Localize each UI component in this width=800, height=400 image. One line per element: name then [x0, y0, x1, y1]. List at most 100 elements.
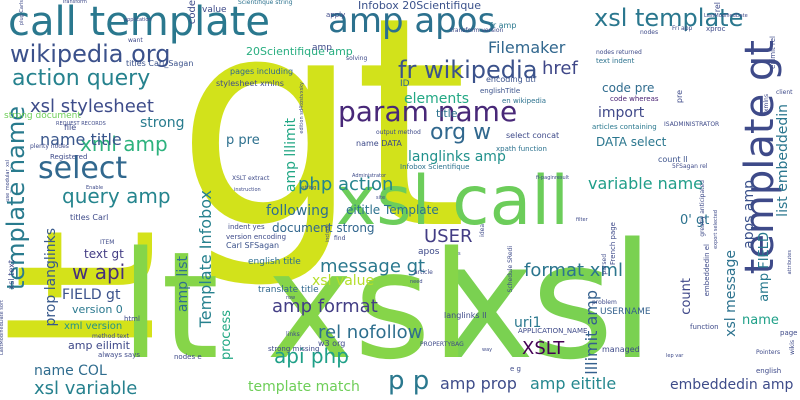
word: import — [598, 105, 645, 121]
word: code — [187, 0, 198, 25]
word: APPLICATION_NAME — [518, 327, 588, 335]
word: name title — [40, 130, 122, 149]
word: rel nofollow — [318, 322, 423, 343]
word: query amp — [62, 184, 171, 208]
word: translate title — [258, 285, 319, 295]
word: plug Carls — [19, 0, 25, 26]
word: strong document — [4, 111, 81, 121]
word: apos — [418, 247, 440, 257]
word: variable name — [588, 174, 704, 193]
word: english title — [248, 257, 301, 267]
word: xproc — [706, 25, 726, 33]
word: eilimit rel — [769, 36, 777, 69]
word: indent yes — [228, 223, 265, 231]
word: eititle Template — [346, 203, 439, 217]
word: p pre — [226, 133, 260, 148]
word: langlinks ll — [444, 311, 487, 320]
word: org w — [430, 120, 492, 145]
word: function — [690, 323, 719, 331]
word: amp eilimit — [68, 339, 130, 352]
word: articles containing — [592, 123, 657, 131]
word: xsl message — [723, 250, 739, 337]
word: template match — [248, 379, 360, 395]
word: page — [780, 329, 798, 337]
word: find — [334, 235, 346, 242]
word: Fri app — [672, 25, 693, 32]
word: xsl text — [7, 260, 16, 290]
word: href — [542, 58, 578, 79]
word: lep var — [666, 353, 684, 359]
word: encoding utf — [486, 75, 537, 84]
word: site — [376, 195, 386, 201]
word: version encoding — [226, 233, 287, 241]
word: e g — [510, 365, 521, 373]
word: process — [219, 310, 234, 360]
word: string — [302, 185, 317, 191]
word: english — [756, 367, 782, 375]
word: xml version — [64, 321, 123, 332]
word: apply — [326, 11, 346, 19]
word: s — [458, 251, 461, 257]
word: Carl SFSagan — [226, 241, 280, 250]
word: way — [482, 347, 493, 353]
word: document strong — [272, 221, 375, 235]
word: greatly anticipated — [699, 180, 706, 237]
word: amp eititle — [530, 374, 617, 393]
word: prop langlinks — [43, 228, 59, 327]
word: following — [266, 203, 329, 219]
word: amp FIELD — [757, 232, 772, 302]
word: include — [325, 224, 331, 243]
word: value — [202, 5, 227, 15]
word: fi-paginresult — [536, 175, 570, 181]
word: name COL — [34, 363, 107, 379]
word: xml amp — [80, 132, 168, 156]
word: nodes returned — [596, 49, 642, 56]
word: elements — [404, 91, 470, 107]
word: text gt — [84, 247, 124, 261]
word: French page — [609, 222, 617, 265]
word: xsl stylesheet — [30, 96, 154, 117]
word: text indent — [596, 57, 635, 65]
word: links — [286, 331, 300, 338]
word: application — [124, 17, 152, 23]
word: pre — [675, 90, 684, 104]
word: Scientifique string — [238, 0, 293, 6]
word: p p — [388, 366, 430, 396]
word: amp lllimit — [283, 118, 299, 193]
word: Template Infobox — [196, 190, 215, 328]
word: html — [124, 315, 140, 323]
word: plenty nodes — [30, 143, 69, 150]
word: list embeddedin — [775, 104, 791, 217]
word: Infobox Scientifique — [400, 163, 470, 171]
word: Pointers — [756, 349, 781, 356]
word: Administrator — [352, 173, 387, 179]
word: amp prop — [440, 374, 517, 393]
word: code whereas — [610, 95, 659, 103]
word: apos amp — [741, 180, 757, 249]
word: version 0 — [72, 303, 123, 316]
word: w api — [72, 260, 126, 284]
word: file — [64, 123, 77, 132]
word: attributes — [787, 250, 793, 275]
word: 0' gt — [680, 213, 710, 228]
word: amp format — [272, 296, 378, 317]
word: amp — [312, 43, 332, 53]
word: PROPERTYBAG — [420, 341, 464, 348]
word: format xml — [524, 260, 623, 281]
word: nodes — [640, 29, 659, 36]
word: row — [286, 295, 296, 301]
word: select concat — [506, 131, 560, 140]
word: Enable — [86, 185, 104, 191]
word: wikipedia org — [10, 40, 171, 68]
word: gt — [176, 0, 468, 293]
word: uri1 — [514, 315, 542, 331]
word: Infobox 20Scientifique — [358, 0, 482, 12]
word: filter — [576, 217, 588, 223]
word: count ll — [658, 155, 688, 164]
word: USER — [424, 226, 473, 247]
word: always says — [98, 351, 140, 359]
word: langlinks amp — [408, 149, 506, 165]
word: select — [38, 151, 128, 186]
word: xsl call — [336, 162, 570, 241]
word: strong — [140, 115, 185, 131]
